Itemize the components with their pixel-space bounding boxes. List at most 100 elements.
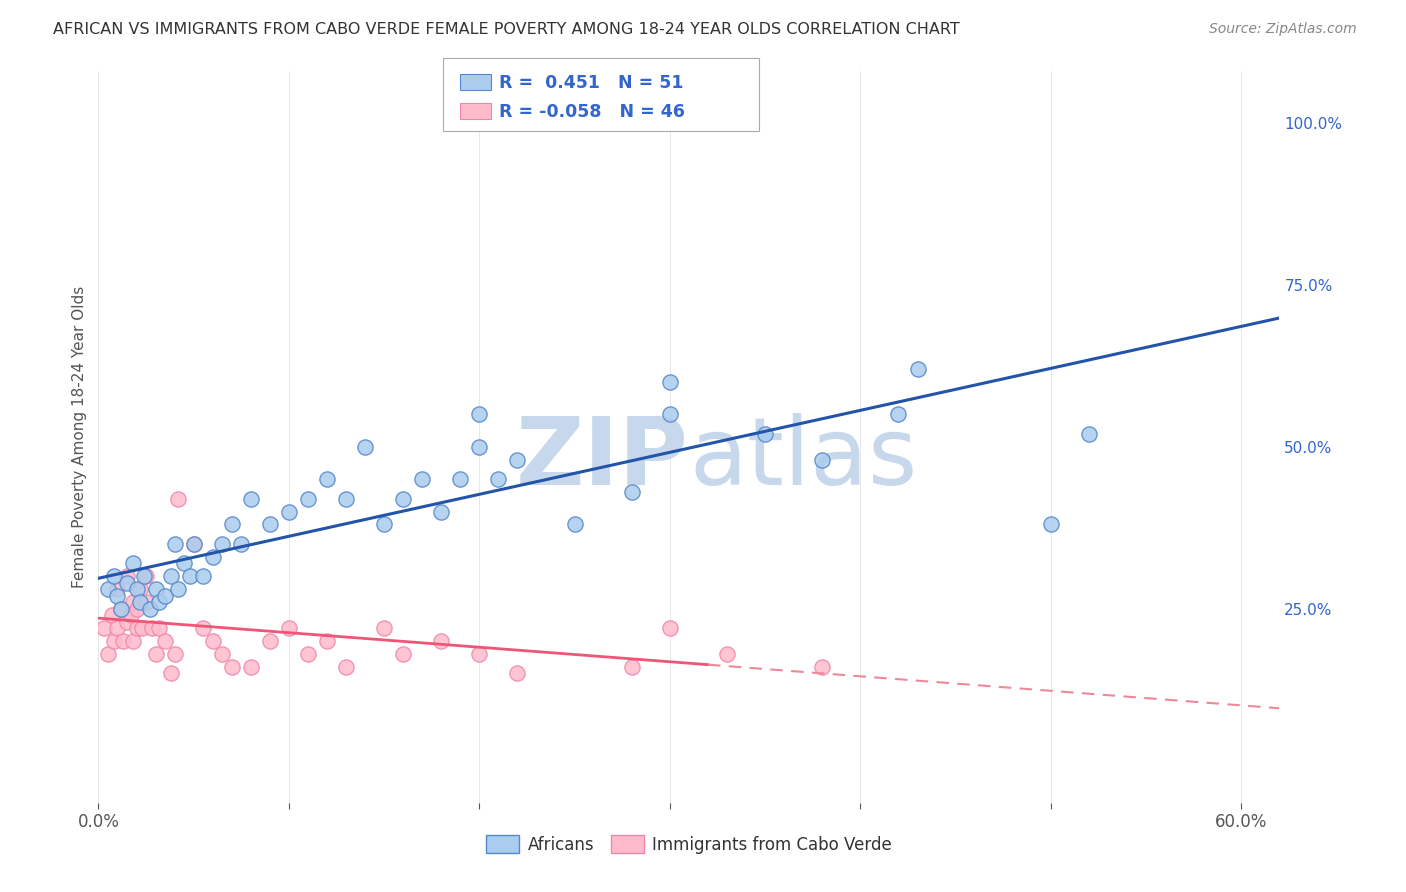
Point	[506, 452, 529, 467]
Point	[179, 569, 201, 583]
Point	[658, 621, 681, 635]
Point	[103, 634, 125, 648]
Point	[183, 537, 205, 551]
Point	[125, 582, 148, 597]
Point	[121, 595, 143, 609]
Point	[183, 537, 205, 551]
Point	[430, 504, 453, 518]
Point	[141, 621, 163, 635]
Point	[277, 504, 299, 518]
Point	[468, 408, 491, 422]
Legend: Africans, Immigrants from Cabo Verde: Africans, Immigrants from Cabo Verde	[479, 829, 898, 860]
Point	[107, 582, 129, 597]
Point	[135, 595, 157, 609]
Point	[125, 601, 148, 615]
Point	[167, 582, 190, 597]
Point	[201, 634, 224, 648]
Point	[811, 660, 834, 674]
Point	[277, 621, 299, 635]
Point	[907, 362, 929, 376]
Point	[159, 666, 181, 681]
Point	[231, 537, 253, 551]
Text: atlas: atlas	[689, 413, 917, 505]
Point	[100, 608, 122, 623]
Point	[488, 472, 510, 486]
Point	[148, 621, 170, 635]
Point	[620, 485, 643, 500]
Point	[153, 634, 176, 648]
Point	[754, 426, 776, 441]
Point	[135, 569, 157, 583]
Point	[373, 621, 395, 635]
Point	[430, 634, 453, 648]
Y-axis label: Female Poverty Among 18-24 Year Olds: Female Poverty Among 18-24 Year Olds	[72, 286, 87, 588]
Point	[129, 595, 152, 609]
Point	[110, 601, 132, 615]
Point	[411, 472, 433, 486]
Point	[121, 634, 143, 648]
Point	[259, 517, 281, 532]
Point	[125, 621, 148, 635]
Text: R =  0.451   N = 51: R = 0.451 N = 51	[499, 74, 683, 92]
Point	[620, 660, 643, 674]
Point	[468, 440, 491, 454]
Point	[145, 647, 167, 661]
Text: R = -0.058   N = 46: R = -0.058 N = 46	[499, 103, 685, 120]
Point	[107, 589, 129, 603]
Point	[716, 647, 738, 661]
Point	[112, 634, 135, 648]
Point	[129, 582, 152, 597]
Point	[335, 660, 357, 674]
Point	[468, 647, 491, 661]
Point	[658, 375, 681, 389]
Point	[131, 621, 153, 635]
Point	[193, 569, 215, 583]
Text: Source: ZipAtlas.com: Source: ZipAtlas.com	[1209, 22, 1357, 37]
Point	[297, 647, 319, 661]
Point	[115, 615, 138, 629]
Point	[239, 660, 262, 674]
Point	[159, 569, 181, 583]
Point	[1078, 426, 1101, 441]
Point	[373, 517, 395, 532]
Point	[506, 666, 529, 681]
Point	[134, 569, 156, 583]
Text: ZIP: ZIP	[516, 413, 689, 505]
Point	[221, 517, 243, 532]
Point	[163, 647, 186, 661]
Point	[392, 647, 415, 661]
Point	[110, 601, 132, 615]
Point	[211, 537, 233, 551]
Point	[153, 589, 176, 603]
Point	[811, 452, 834, 467]
Point	[449, 472, 471, 486]
Point	[97, 647, 120, 661]
Point	[354, 440, 377, 454]
Point	[658, 408, 681, 422]
Point	[120, 608, 142, 623]
Point	[564, 517, 586, 532]
Point	[335, 491, 357, 506]
Point	[145, 582, 167, 597]
Point	[163, 537, 186, 551]
Point	[97, 582, 120, 597]
Point	[1039, 517, 1062, 532]
Point	[93, 621, 115, 635]
Point	[211, 647, 233, 661]
Point	[115, 575, 138, 590]
Point	[103, 569, 125, 583]
Point	[239, 491, 262, 506]
Point	[316, 472, 339, 486]
Point	[259, 634, 281, 648]
Point	[193, 621, 215, 635]
Text: AFRICAN VS IMMIGRANTS FROM CABO VERDE FEMALE POVERTY AMONG 18-24 YEAR OLDS CORRE: AFRICAN VS IMMIGRANTS FROM CABO VERDE FE…	[53, 22, 960, 37]
Point	[107, 621, 129, 635]
Point	[115, 569, 138, 583]
Point	[139, 601, 162, 615]
Point	[173, 557, 195, 571]
Point	[148, 595, 170, 609]
Point	[316, 634, 339, 648]
Point	[167, 491, 190, 506]
Point	[297, 491, 319, 506]
Point	[121, 557, 143, 571]
